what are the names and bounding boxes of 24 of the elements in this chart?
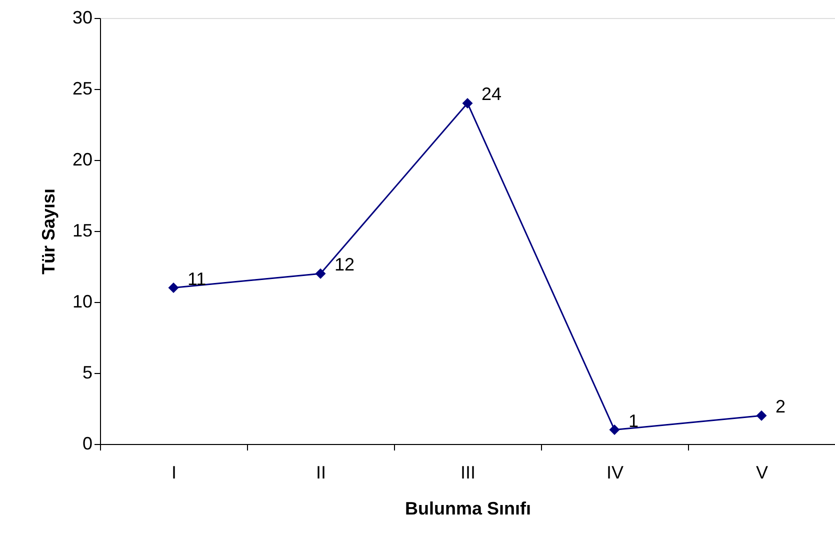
y-tick-label: 20 [72, 150, 92, 170]
point [462, 98, 473, 108]
x-tick-label: IV [606, 462, 624, 482]
y-tick-label: 0 [82, 434, 92, 454]
point [609, 424, 620, 436]
y-tick-label: 30 [72, 8, 92, 28]
x-tick-label: III [460, 462, 476, 482]
x-tick-label: I [171, 462, 177, 482]
data-label: 2 [776, 396, 786, 417]
y-tick-label: 5 [82, 362, 92, 382]
y-tick-label: 10 [72, 292, 92, 312]
point [315, 268, 326, 279]
x-axis-title: Bulunma Sınıfı [405, 498, 531, 518]
data-label: 11 [188, 268, 206, 289]
x-tick-label: II [316, 462, 326, 482]
point [168, 282, 179, 294]
data-label: 24 [482, 84, 502, 104]
y-tick-label: 15 [72, 220, 92, 240]
x-tick-label: V [756, 462, 768, 482]
y-tick-label: 25 [72, 78, 92, 98]
y-axis-title: Tür Sayısı [38, 188, 58, 275]
data-label: 1 [628, 410, 639, 431]
point [756, 410, 767, 421]
data-label: 12 [334, 254, 355, 275]
